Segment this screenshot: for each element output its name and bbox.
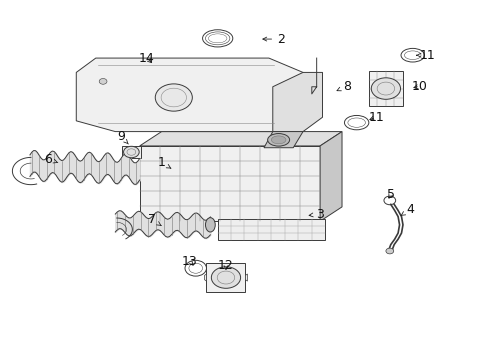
- Text: 11: 11: [416, 49, 434, 62]
- Circle shape: [155, 84, 192, 111]
- Polygon shape: [122, 146, 141, 158]
- Polygon shape: [140, 146, 320, 221]
- Text: 14: 14: [139, 51, 155, 64]
- Polygon shape: [206, 263, 245, 292]
- Circle shape: [370, 78, 400, 99]
- Text: 9: 9: [118, 130, 128, 144]
- Text: 2: 2: [262, 32, 285, 46]
- Text: 8: 8: [336, 80, 350, 93]
- Polygon shape: [140, 132, 341, 146]
- Polygon shape: [272, 72, 322, 132]
- Polygon shape: [217, 219, 325, 240]
- Polygon shape: [245, 274, 247, 281]
- Ellipse shape: [267, 134, 289, 146]
- Text: 3: 3: [308, 208, 324, 221]
- Polygon shape: [368, 71, 402, 107]
- Circle shape: [99, 78, 107, 84]
- Text: 5: 5: [386, 188, 394, 201]
- Text: 11: 11: [367, 111, 383, 124]
- Polygon shape: [204, 274, 206, 281]
- Polygon shape: [76, 58, 303, 132]
- Ellipse shape: [271, 136, 285, 144]
- Text: 10: 10: [411, 80, 427, 93]
- Polygon shape: [264, 132, 303, 148]
- Text: 4: 4: [400, 203, 413, 216]
- Text: 7: 7: [147, 213, 161, 226]
- Text: 12: 12: [218, 259, 233, 272]
- Circle shape: [211, 267, 240, 288]
- Circle shape: [123, 146, 139, 158]
- Ellipse shape: [205, 218, 215, 232]
- Circle shape: [385, 248, 393, 254]
- Polygon shape: [320, 132, 341, 221]
- Text: 13: 13: [182, 255, 197, 268]
- Text: 1: 1: [157, 156, 170, 169]
- Text: 6: 6: [44, 153, 58, 166]
